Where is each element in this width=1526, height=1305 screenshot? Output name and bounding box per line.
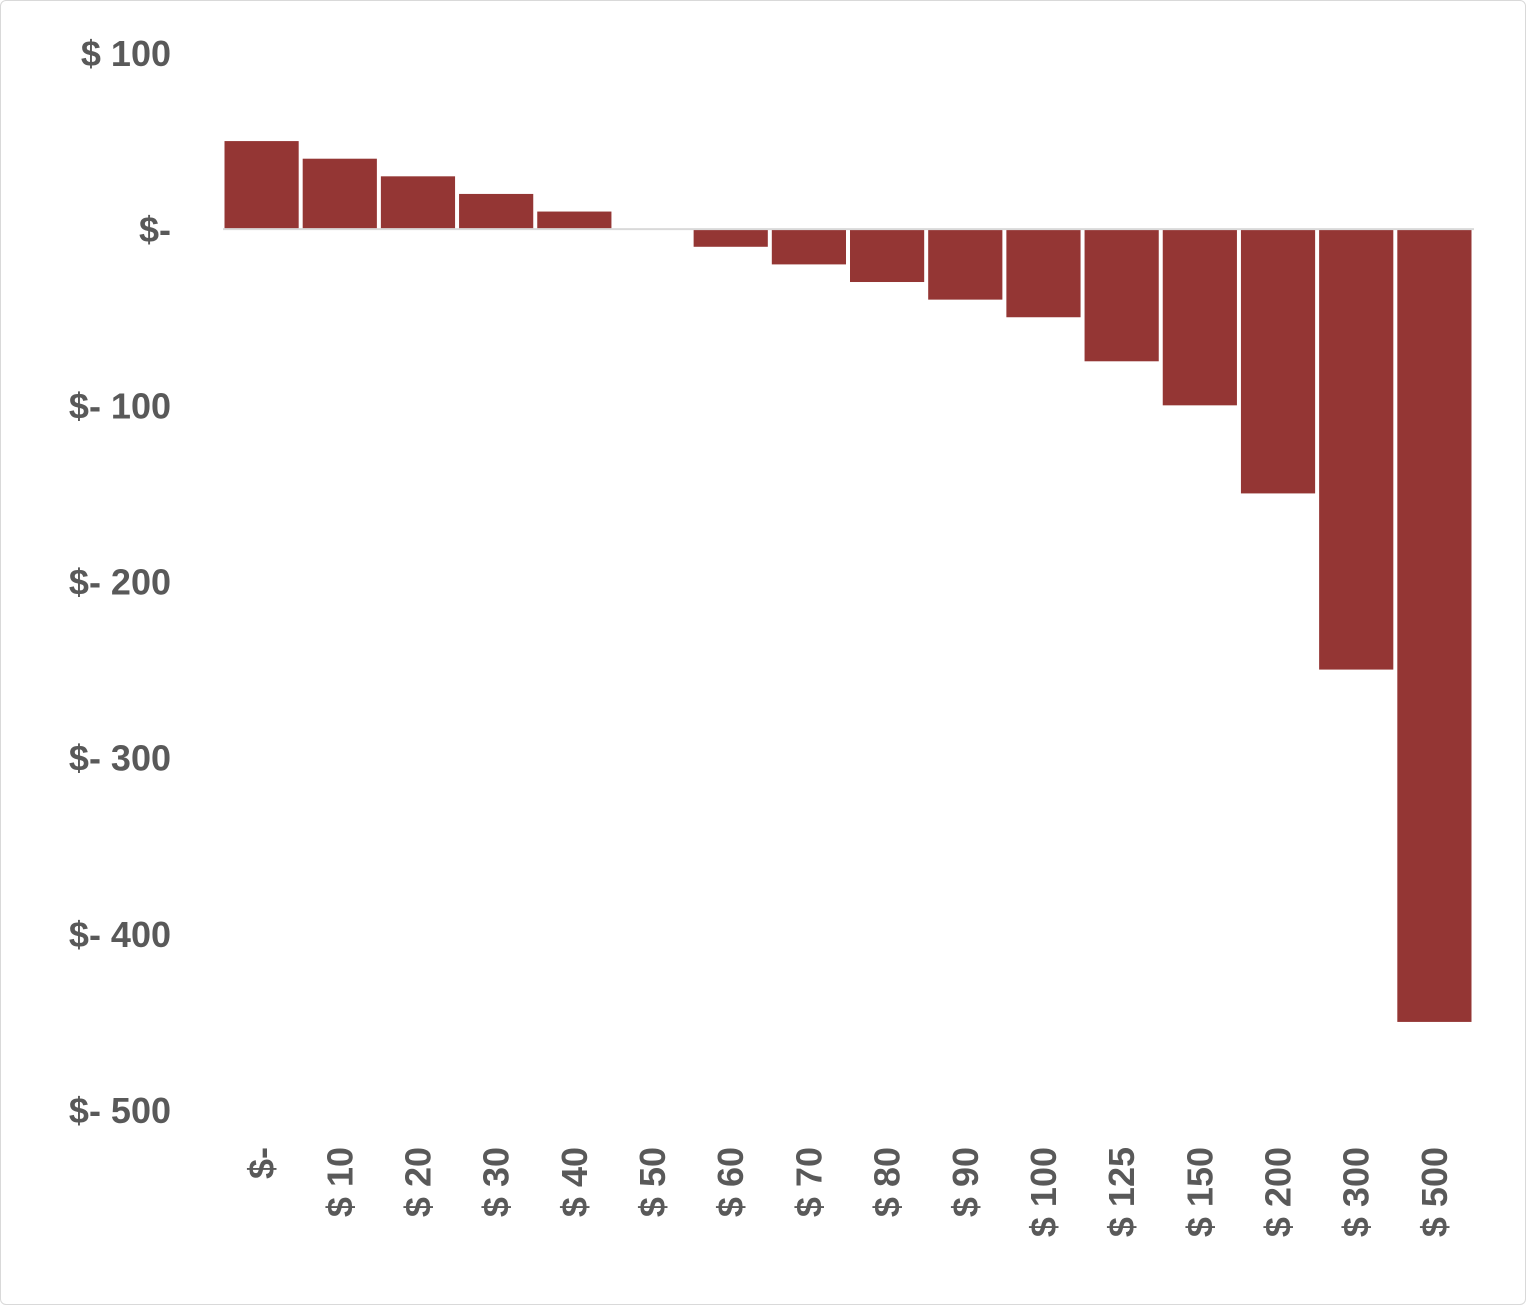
x-tick-label: $ 200: [1258, 1147, 1299, 1237]
x-tick-label: $ 50: [632, 1147, 673, 1217]
x-tick-label: $ 100: [1023, 1147, 1064, 1237]
y-tick-label: $- 400: [69, 914, 171, 955]
bar: [1319, 229, 1394, 670]
x-tick-label: $ 70: [788, 1147, 829, 1217]
x-tick-label: $ 60: [710, 1147, 751, 1217]
y-tick-label: $- 200: [69, 562, 171, 603]
x-tick-label: $ 40: [554, 1147, 595, 1217]
bar: [459, 193, 534, 230]
bar: [1006, 229, 1081, 318]
bar: [537, 211, 612, 230]
bar: [302, 158, 377, 230]
bar: [380, 176, 456, 230]
bar: [1397, 229, 1472, 1022]
x-tick-label: $ 150: [1179, 1147, 1220, 1237]
x-tick-label: $ 20: [397, 1147, 438, 1217]
bar: [1084, 229, 1159, 362]
x-tick-label: $ 90: [945, 1147, 986, 1217]
y-tick-label: $ 100: [81, 33, 171, 74]
x-tick-label: $ 125: [1101, 1147, 1142, 1237]
bar: [693, 229, 768, 247]
y-tick-label: $-: [139, 209, 171, 250]
bar: [1240, 229, 1316, 494]
y-tick-label: $- 100: [69, 385, 171, 426]
bar: [850, 229, 925, 283]
y-tick-label: $- 500: [69, 1090, 171, 1131]
bar: [928, 229, 1003, 300]
bar: [771, 229, 846, 265]
x-tick-label: $ 500: [1414, 1147, 1455, 1237]
x-tick-label: $-: [241, 1147, 282, 1179]
x-tick-label: $ 80: [867, 1147, 908, 1217]
bar: [1162, 229, 1237, 406]
bar: [224, 141, 299, 230]
x-tick-label: $ 300: [1336, 1147, 1377, 1237]
y-tick-label: $- 300: [69, 738, 171, 779]
x-tick-label: $ 10: [319, 1147, 360, 1217]
x-tick-label: $ 30: [476, 1147, 517, 1217]
